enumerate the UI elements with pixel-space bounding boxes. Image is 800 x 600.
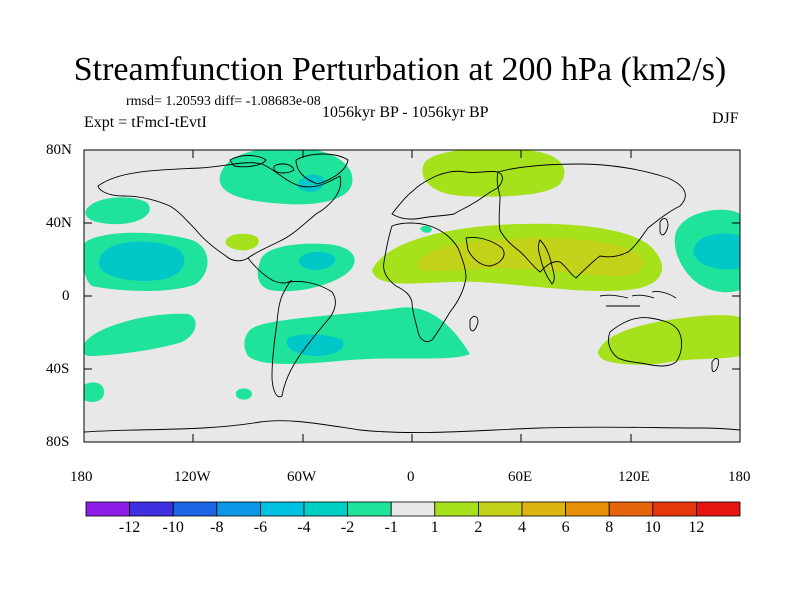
anomaly-gulf bbox=[225, 233, 259, 251]
coast-indonesia bbox=[599, 291, 677, 307]
coast-australia bbox=[607, 317, 683, 367]
coast-arctic-islands bbox=[229, 155, 295, 174]
colorbar-box bbox=[696, 501, 741, 517]
lon-tick-0: 0 bbox=[407, 469, 415, 485]
colorbar-label: 6 bbox=[562, 519, 570, 536]
anomaly-south-pacific bbox=[84, 313, 196, 356]
anomaly-caribbean bbox=[257, 243, 355, 292]
colorbar-box bbox=[652, 501, 697, 517]
colorbar-box bbox=[434, 501, 479, 517]
colorbar-box bbox=[216, 501, 261, 517]
coast-africa bbox=[383, 222, 467, 343]
colorbar-box bbox=[608, 501, 654, 517]
coast-asia bbox=[496, 163, 686, 279]
anomaly-tropical-pacific bbox=[84, 232, 208, 291]
coast-north-america bbox=[97, 162, 342, 262]
coast-new-zealand bbox=[711, 358, 719, 373]
colorbar-box bbox=[347, 501, 392, 517]
colorbar-label: -1 bbox=[385, 519, 398, 536]
anomaly-australia-pacific bbox=[597, 315, 740, 365]
anomaly-africa-asia bbox=[372, 223, 663, 292]
colorbar-label: 12 bbox=[688, 519, 704, 536]
coast-central-america bbox=[247, 257, 293, 284]
lat-tick-80s: 80S bbox=[46, 434, 70, 450]
coast-arabia bbox=[465, 237, 505, 267]
coast-antarctica bbox=[84, 420, 740, 434]
coast-india bbox=[538, 239, 555, 285]
lon-tick-60e: 60E bbox=[508, 469, 533, 485]
colorbar-box bbox=[477, 501, 523, 517]
coast-madagascar bbox=[469, 315, 479, 332]
plot-title: Streamfunction Perturbation at 200 hPa (… bbox=[73, 51, 727, 88]
colorbar-label: -8 bbox=[210, 519, 223, 536]
colorbar-label: -4 bbox=[297, 519, 310, 536]
axis-ticks bbox=[83, 149, 741, 443]
colorbar-label: -6 bbox=[254, 519, 267, 536]
colorbar-box bbox=[303, 501, 348, 517]
anomaly-south-america-atlantic bbox=[244, 307, 470, 364]
anomaly-north-america-canada bbox=[219, 150, 353, 205]
lat-tick-40s: 40S bbox=[46, 361, 70, 377]
colorbar-label: 1 bbox=[431, 519, 439, 536]
colorbar-label: -10 bbox=[163, 519, 184, 536]
coast-greenland bbox=[295, 153, 349, 185]
colorbar-label: -12 bbox=[119, 519, 140, 536]
lon-tick-120w: 120W bbox=[174, 469, 211, 485]
colorbar-label: 2 bbox=[474, 519, 482, 536]
coast-japan bbox=[659, 218, 669, 236]
colorbar-box bbox=[521, 501, 566, 517]
colorbar-label: -2 bbox=[341, 519, 354, 536]
anomaly-antarctic-small bbox=[420, 225, 432, 233]
lat-tick-80n: 80N bbox=[46, 142, 72, 158]
coastlines bbox=[84, 153, 740, 434]
coast-europe bbox=[391, 170, 503, 220]
colorbar-box bbox=[129, 501, 174, 517]
anomaly-northern-europe bbox=[422, 150, 565, 197]
anomaly-west-pacific bbox=[674, 209, 740, 293]
colorbar-box bbox=[390, 501, 436, 517]
colorbar-box bbox=[565, 501, 610, 517]
coast-south-america bbox=[271, 281, 336, 398]
colorbar-box bbox=[259, 501, 305, 517]
lat-tick-40n: 40N bbox=[46, 215, 72, 231]
anomaly-southern-ocean-small bbox=[84, 382, 252, 402]
lon-tick-60w: 60W bbox=[287, 469, 317, 485]
lat-tick-0: 0 bbox=[62, 288, 70, 304]
anomaly-north-pacific-west bbox=[85, 197, 150, 225]
colorbar-box bbox=[172, 501, 218, 517]
stats-line: rmsd= 1.20593 diff= -1.08683e-08 bbox=[126, 94, 321, 109]
lon-tick-180e: 180 bbox=[728, 469, 751, 485]
lon-tick-120e: 120E bbox=[618, 469, 650, 485]
experiment-label: Expt = tFmcI-tEvtI bbox=[84, 114, 207, 131]
colorbar-box bbox=[85, 501, 130, 517]
colorbar-label: 8 bbox=[605, 519, 613, 536]
season-label: DJF bbox=[712, 110, 739, 127]
period-label: 1056kyr BP - 1056kyr BP bbox=[322, 104, 489, 121]
lon-tick-180w: 180 bbox=[70, 469, 93, 485]
map-background bbox=[84, 150, 740, 442]
colorbar: -12 -10 -8 -6 -4 -2 -1 1 2 4 6 8 10 12 bbox=[85, 501, 741, 536]
colorbar-label: 4 bbox=[518, 519, 526, 536]
colorbar-label: 10 bbox=[645, 519, 661, 536]
